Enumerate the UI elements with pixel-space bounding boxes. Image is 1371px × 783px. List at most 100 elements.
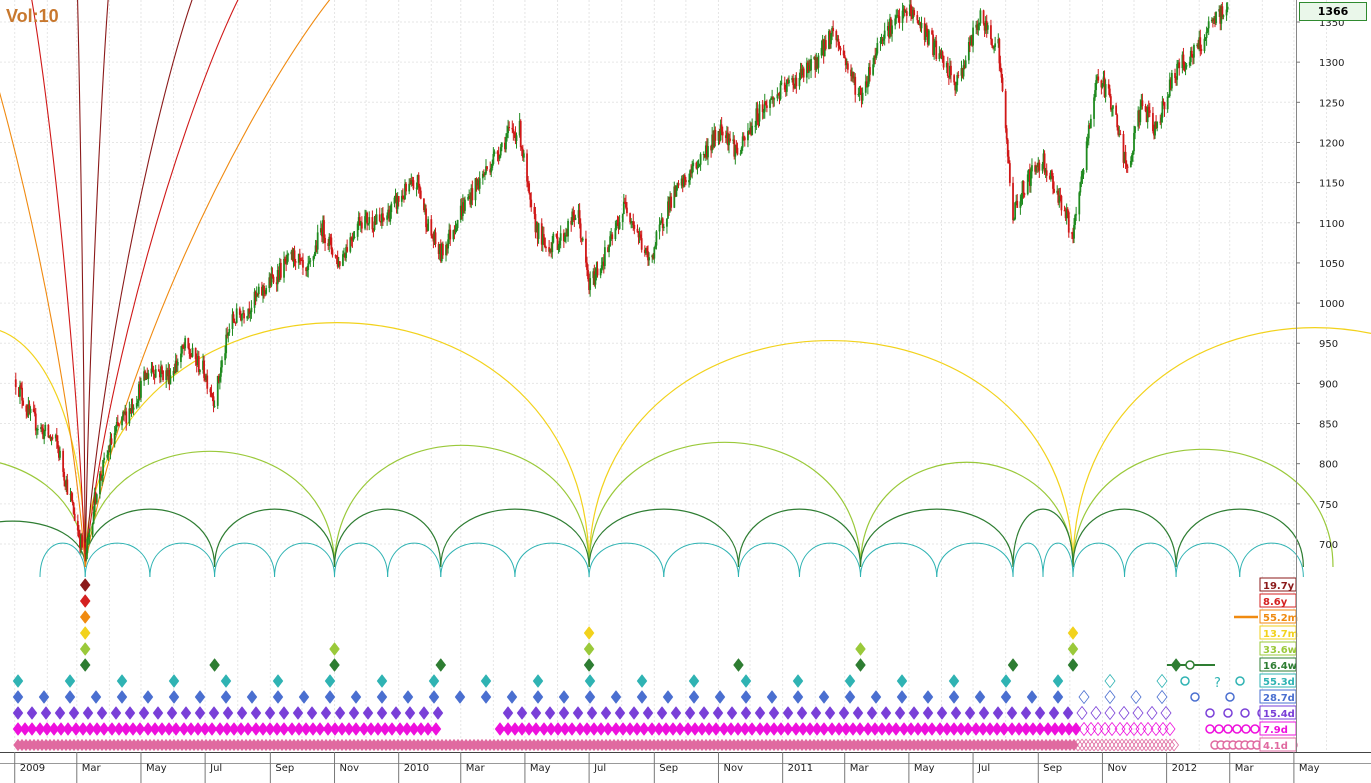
candle-body <box>599 268 602 276</box>
candle-body <box>430 219 433 236</box>
candle-body <box>446 244 448 249</box>
candle-body <box>808 65 810 73</box>
candle-body <box>448 229 451 240</box>
projection-circle <box>1190 692 1200 702</box>
candle-body <box>1021 181 1024 197</box>
candle-body <box>611 234 614 240</box>
cycle-marker <box>1116 738 1128 752</box>
candle-body <box>1197 44 1200 50</box>
candle-body <box>1035 166 1038 172</box>
cycle-marker <box>242 722 254 736</box>
cycle-marker <box>726 706 738 720</box>
cycle-marker <box>833 722 845 736</box>
candle-body <box>255 294 258 298</box>
y-tick-label: 1350 <box>1319 18 1344 29</box>
cycle-marker <box>919 722 931 736</box>
candle-body <box>86 539 89 554</box>
cycle-marker <box>1118 705 1130 721</box>
y-tick-label: 700 <box>1319 540 1338 551</box>
candle-body <box>850 69 852 77</box>
cycle-marker <box>792 690 804 704</box>
candle-body <box>901 10 904 23</box>
cycle-arc <box>214 542 276 578</box>
y-tick-label: 1050 <box>1319 259 1344 270</box>
x-tick-label: May <box>914 763 935 774</box>
cycle-marker <box>199 722 211 736</box>
cycle-marker <box>428 690 440 704</box>
candle-body <box>839 47 842 51</box>
candle-body <box>1188 62 1191 66</box>
cycle-marker <box>894 706 906 720</box>
cycle-marker <box>54 706 66 720</box>
candle-body <box>224 353 227 361</box>
y-tick-label: 1200 <box>1319 138 1344 149</box>
cycle-marker <box>390 706 402 720</box>
candle-body <box>342 254 344 266</box>
candle-body <box>739 153 742 155</box>
candle-body <box>302 260 304 268</box>
cycle-marker <box>221 722 233 736</box>
candle-body <box>313 253 316 257</box>
candle-body <box>757 120 760 122</box>
candle-body <box>299 259 302 261</box>
candle-body <box>1056 190 1059 193</box>
cycle-marker <box>142 690 154 704</box>
cycle-marker <box>896 690 908 704</box>
cycle-marker <box>566 722 578 736</box>
cycle-marker <box>1130 689 1142 705</box>
candle-body <box>721 131 724 136</box>
candle-body <box>411 179 414 181</box>
candle-body <box>897 15 900 17</box>
cycle-arc <box>1175 508 1304 568</box>
candle-body <box>352 237 355 241</box>
cycle-marker <box>1160 705 1172 721</box>
candle-body <box>131 404 134 410</box>
cycle-marker <box>610 690 622 704</box>
cycle-marker <box>977 722 989 736</box>
candle-body <box>432 237 435 242</box>
candle-body <box>431 235 434 238</box>
candle-body <box>555 233 558 237</box>
cycle-marker <box>852 706 864 720</box>
candle-body <box>337 261 340 267</box>
candle-body <box>54 435 57 439</box>
candle-body <box>95 494 98 503</box>
candle-body <box>154 369 157 378</box>
candle-body <box>409 183 412 185</box>
cycle-marker <box>90 690 102 704</box>
candle-body <box>360 222 363 229</box>
candle-body <box>504 142 506 150</box>
candle-body <box>94 492 97 503</box>
candle-body <box>180 353 182 363</box>
cycle-arc <box>859 542 938 578</box>
candle-body <box>216 376 219 406</box>
candle-body <box>139 384 141 398</box>
candle-body <box>1152 112 1154 132</box>
candle-body <box>405 183 407 192</box>
candle-body <box>629 213 632 223</box>
cycle-marker <box>792 674 804 688</box>
candle-body <box>559 233 562 241</box>
cycle-marker <box>797 722 809 736</box>
candle-body <box>682 175 685 187</box>
candle-body <box>558 240 561 246</box>
cycle-marker <box>192 722 204 736</box>
candle-body <box>976 24 979 30</box>
candle-body <box>589 278 592 291</box>
candle-body <box>343 254 345 256</box>
candle-body <box>923 23 926 40</box>
cycle-marker <box>77 722 89 736</box>
candle-body <box>805 62 808 78</box>
candle-body <box>306 270 309 272</box>
cycle-marker <box>890 722 902 736</box>
candle-body <box>941 51 944 56</box>
candle-body <box>1012 182 1014 221</box>
candle-body <box>482 173 485 175</box>
candle-body <box>1138 110 1141 123</box>
cycle-marker <box>1164 738 1176 752</box>
candle-body <box>477 180 480 189</box>
candle-body <box>918 23 921 25</box>
candle-body <box>851 71 853 77</box>
cycle-marker <box>1020 722 1032 736</box>
